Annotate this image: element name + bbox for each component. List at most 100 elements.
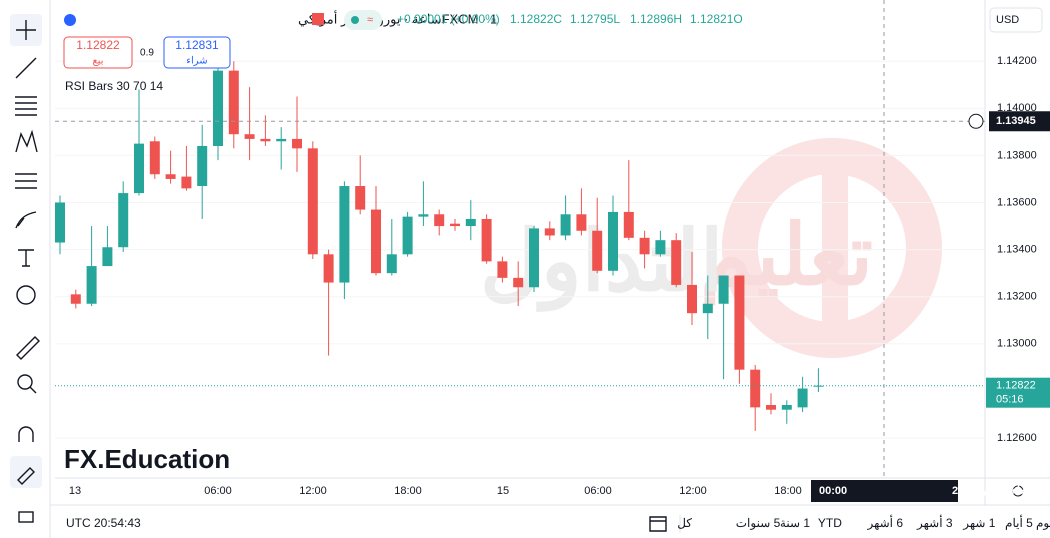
candle-body — [639, 237, 650, 255]
status-dot — [351, 16, 359, 24]
zoom-tool[interactable] — [17, 374, 33, 390]
status-pill — [344, 10, 382, 30]
candle-body — [339, 186, 350, 283]
pattern-tool[interactable] — [15, 129, 38, 153]
market-status — [312, 13, 324, 25]
candle-body — [307, 148, 318, 255]
change: +0.00001 (+0.00%) — [397, 12, 500, 26]
candle-body — [165, 174, 176, 179]
prediction-tool[interactable] — [15, 173, 37, 189]
range-button[interactable]: 1 شهر — [962, 516, 996, 530]
x-tick-label: 18:00 — [394, 485, 422, 497]
symbol-flag — [64, 14, 76, 26]
range-button[interactable]: 3 أشهر — [916, 515, 953, 530]
buy-button[interactable] — [163, 36, 231, 69]
candle-body — [228, 70, 239, 135]
watermark — [722, 138, 942, 358]
countdown: 05:16 — [996, 394, 1024, 406]
candle-body — [576, 214, 587, 231]
range-button[interactable]: 5 أيام — [1005, 515, 1033, 530]
last-price-box — [986, 377, 1050, 408]
lock-tool[interactable] — [18, 511, 34, 523]
range-button[interactable]: يوم — [1036, 516, 1050, 530]
x-tick-label: 12:00 — [679, 485, 707, 497]
fib-tool[interactable] — [15, 96, 37, 116]
crosshair-time: 00:00 — [819, 485, 847, 497]
candle-body — [55, 202, 65, 243]
sell-price: 1.12822 — [76, 38, 120, 52]
zoom-handle — [29, 386, 37, 394]
brush-tool[interactable] — [15, 211, 37, 229]
candle-body — [797, 388, 808, 408]
ohlc-value: 1.12896H — [630, 12, 682, 26]
x-tick-label: 06:00 — [584, 485, 612, 497]
last-price-label: 1.12822 — [996, 380, 1036, 392]
add-alert[interactable] — [968, 113, 984, 129]
candle-body — [750, 369, 761, 408]
y-tick-label: 1.12600 — [997, 432, 1037, 444]
buy-label: شراء — [186, 56, 207, 67]
x-tick-label: 15 — [497, 485, 509, 497]
candle-body — [134, 143, 144, 194]
lock-drawing-tool[interactable] — [17, 467, 35, 485]
x-tick-label: 18:00 — [774, 485, 802, 497]
indicator[interactable]: RSI Bars 30 70 14 — [65, 79, 163, 93]
candle-body — [608, 211, 618, 271]
candle-body — [292, 138, 302, 149]
text-tool[interactable] — [18, 249, 34, 267]
range-button[interactable]: كل — [677, 516, 692, 530]
y-tick-label: 1.14200 — [997, 55, 1037, 67]
candle-body — [118, 193, 129, 248]
candle-body — [781, 405, 792, 410]
range-button[interactable]: 6 أشهر — [866, 515, 903, 530]
settings-icon[interactable] — [1012, 485, 1024, 497]
status-icon: ≈ — [367, 14, 373, 26]
candle-body — [260, 138, 271, 142]
candle-body — [766, 405, 776, 410]
candle-body — [86, 266, 97, 304]
candle-body — [450, 223, 460, 227]
y-tick-label: 1.13800 — [997, 149, 1037, 161]
brand: FX.Education — [64, 444, 230, 474]
toolbar — [10, 14, 42, 523]
crosshair-time-box — [811, 480, 958, 502]
date-range-icon[interactable] — [649, 516, 667, 532]
candle-body — [323, 254, 334, 283]
candle-body — [702, 303, 713, 314]
trendline-tool[interactable] — [15, 57, 37, 79]
candle-body — [181, 176, 192, 189]
candle-body — [244, 134, 255, 139]
candle-body — [371, 209, 381, 274]
candle-body — [655, 240, 666, 255]
range-button[interactable]: 1 سنة — [780, 516, 810, 530]
candle-body — [687, 284, 697, 314]
range-button[interactable]: YTD — [818, 516, 842, 530]
range-button[interactable]: 5 سنوات — [736, 516, 781, 530]
sell-button[interactable] — [63, 36, 133, 69]
y-tick-label: 1.13000 — [997, 338, 1037, 350]
candle-body — [813, 385, 824, 387]
x-tick-label: 13 — [69, 485, 81, 497]
candle-body — [513, 277, 524, 288]
logo-bar — [822, 160, 848, 350]
candle-body — [734, 275, 745, 370]
currency: USD — [996, 14, 1019, 26]
candle-body — [355, 186, 366, 210]
candle-body — [434, 214, 445, 227]
candle-body — [418, 214, 429, 217]
candle-body — [465, 218, 476, 227]
crosshair-tool[interactable] — [16, 20, 36, 40]
candle-body — [623, 211, 634, 238]
ruler-tool[interactable] — [16, 336, 40, 360]
candle-body — [529, 228, 539, 288]
crosshair-price-label: 1.13945 — [996, 115, 1036, 127]
emoji-tool[interactable] — [16, 285, 36, 305]
candle-body — [102, 247, 113, 267]
candle-body — [402, 216, 413, 255]
ohlc-value: 1.12822C — [510, 12, 562, 26]
watermark-word1: تعليم — [700, 208, 873, 306]
magnet-tool[interactable] — [18, 426, 34, 442]
currency-box[interactable] — [989, 7, 1043, 33]
